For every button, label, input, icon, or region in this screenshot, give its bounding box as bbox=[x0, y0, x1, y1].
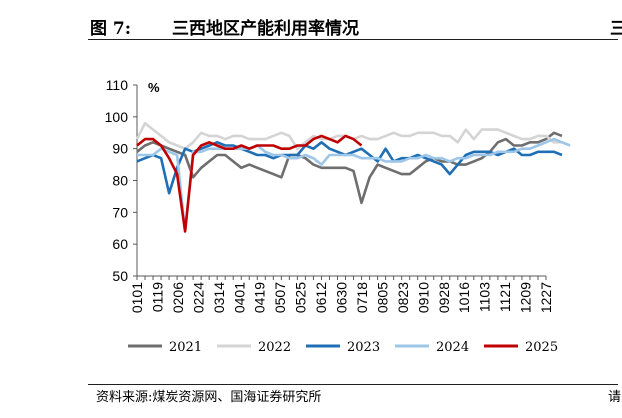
series-line-2024 bbox=[137, 137, 571, 233]
x-tick-label: 1103 bbox=[477, 282, 493, 312]
x-tick-label: 1121 bbox=[497, 282, 513, 312]
y-tick-label: 60 bbox=[112, 236, 128, 252]
y-tick-label: 110 bbox=[106, 77, 129, 93]
legend-label-2021: 2021 bbox=[169, 340, 202, 355]
x-tick-label: 0507 bbox=[272, 282, 288, 313]
y-tick-label: 80 bbox=[112, 173, 128, 189]
series-line-2021 bbox=[136, 131, 563, 205]
legend-label-2023: 2023 bbox=[347, 340, 380, 355]
x-tick-label: 1227 bbox=[538, 282, 554, 313]
figure-title: 三西地区产能利用率情况 bbox=[172, 19, 359, 39]
x-tick-label: 0525 bbox=[293, 282, 309, 313]
source-note: 资料来源:煤炭资源网、国海证券研究所 bbox=[96, 390, 322, 405]
series-line-2025 bbox=[136, 134, 363, 233]
x-tick-label: 0630 bbox=[334, 282, 350, 313]
x-tick-label: 0928 bbox=[436, 282, 452, 313]
x-tick-label: 0119 bbox=[149, 282, 165, 312]
y-tick-label: 70 bbox=[112, 204, 128, 220]
x-tick-label: 0805 bbox=[374, 282, 390, 313]
figure-header: 图 7: 三西地区产能利用率情况 三 bbox=[90, 9, 622, 39]
header-rule bbox=[88, 39, 618, 40]
figure-number: 图 7: bbox=[90, 19, 132, 39]
figure-header-edge-text: 三 bbox=[610, 19, 622, 39]
x-tick-label: 0314 bbox=[211, 282, 227, 313]
series-line-2023 bbox=[136, 141, 563, 195]
legend-label-2025: 2025 bbox=[525, 340, 558, 355]
x-tick-label: 0206 bbox=[170, 282, 186, 313]
x-tick-label: 0419 bbox=[252, 282, 268, 313]
source-edge-text: 请 bbox=[608, 390, 622, 405]
footer-rule bbox=[88, 384, 618, 385]
y-tick-label: 100 bbox=[105, 109, 129, 125]
y-tick-label: 50 bbox=[112, 268, 128, 284]
x-tick-label: 0910 bbox=[415, 282, 431, 313]
x-tick-label: 0612 bbox=[313, 282, 329, 313]
legend-label-2022: 2022 bbox=[258, 340, 291, 355]
y-axis-unit-label: % bbox=[148, 80, 160, 95]
x-tick-label: 0224 bbox=[190, 282, 206, 313]
x-tick-label: 0718 bbox=[354, 282, 370, 313]
x-tick-label: 0401 bbox=[231, 282, 247, 313]
legend-label-2024: 2024 bbox=[436, 340, 469, 355]
x-tick-label: 1016 bbox=[456, 282, 472, 313]
x-tick-label: 0823 bbox=[395, 282, 411, 313]
x-tick-label: 1209 bbox=[518, 282, 534, 313]
x-tick-label: 0101 bbox=[129, 282, 145, 313]
y-tick-label: 90 bbox=[112, 141, 128, 157]
